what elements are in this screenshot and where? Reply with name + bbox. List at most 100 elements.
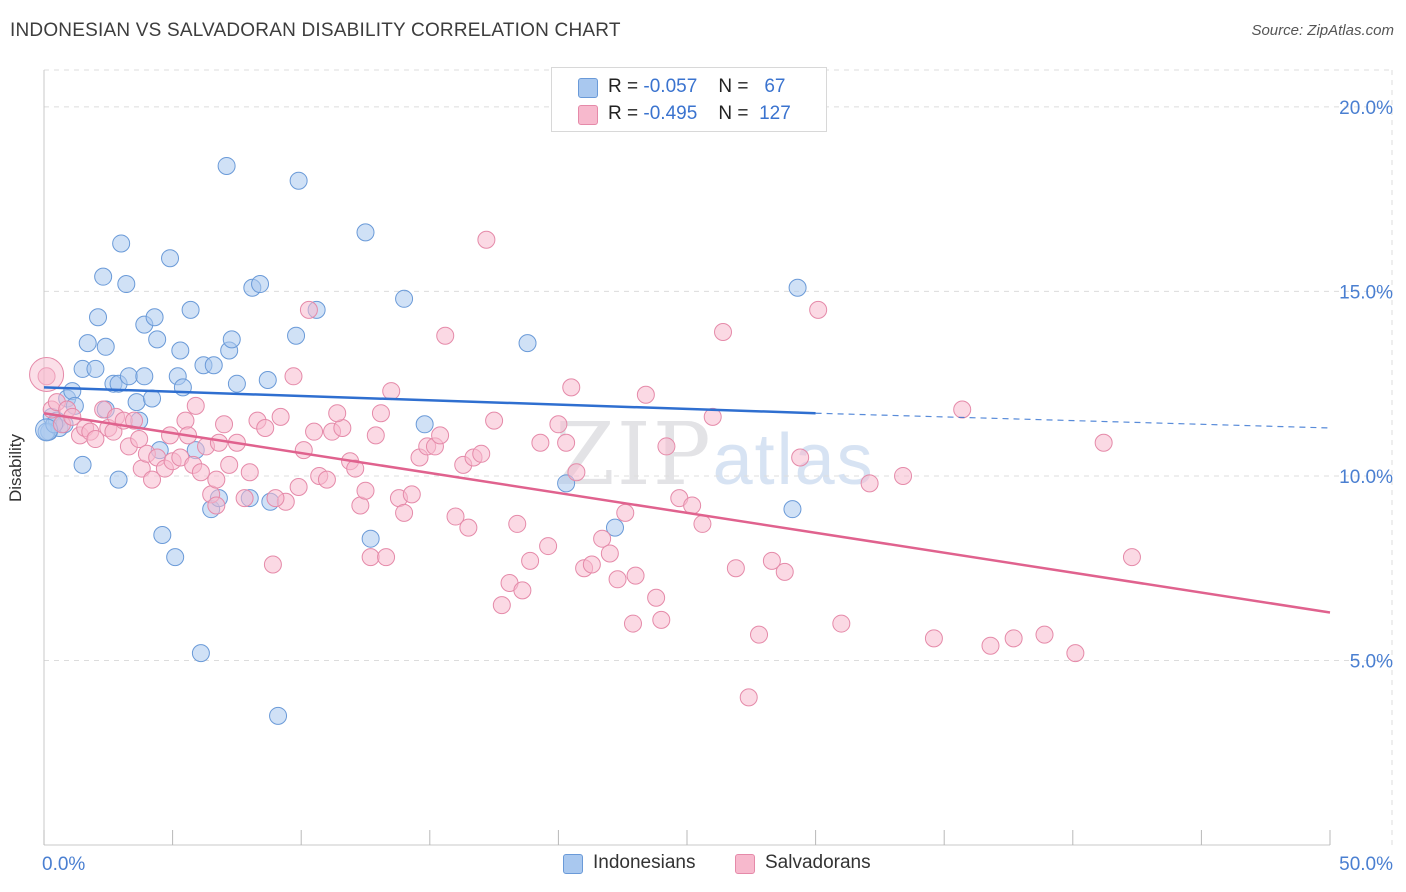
legend-text: R = -0.057 N = 67 bbox=[608, 76, 785, 98]
series-legend: Indonesians Salvadorans bbox=[0, 852, 1406, 878]
watermark: ZIPatlas bbox=[555, 405, 875, 505]
data-point-salvadorans bbox=[402, 485, 421, 504]
data-point-indonesians bbox=[166, 548, 185, 567]
data-point-salvadorans bbox=[1004, 629, 1023, 648]
source-credit: Source: ZipAtlas.com bbox=[1251, 22, 1394, 39]
data-point-indonesians bbox=[78, 334, 97, 353]
data-point-salvadorans bbox=[143, 470, 162, 489]
x-tick-label: 0.0% bbox=[42, 854, 85, 875]
data-point-salvadorans bbox=[739, 688, 758, 707]
data-point-indonesians bbox=[191, 644, 210, 663]
data-point-indonesians bbox=[251, 275, 270, 294]
data-point-salvadorans bbox=[186, 396, 205, 415]
data-point-salvadorans bbox=[361, 548, 380, 567]
data-point-salvadorans bbox=[600, 544, 619, 563]
data-point-salvadorans bbox=[860, 474, 879, 493]
series-salvadorans bbox=[29, 230, 1141, 707]
data-point-salvadorans bbox=[647, 588, 666, 607]
trend-lines bbox=[43, 386, 1331, 614]
data-point-salvadorans bbox=[832, 614, 851, 633]
data-point-indonesians bbox=[94, 267, 113, 286]
data-point-indonesians bbox=[287, 326, 306, 345]
n-value: 67 bbox=[764, 76, 786, 97]
data-point-salvadorans bbox=[636, 385, 655, 404]
data-point-salvadorans bbox=[356, 481, 375, 500]
data-point-indonesians bbox=[395, 289, 414, 308]
data-point-salvadorans bbox=[294, 441, 313, 460]
data-point-indonesians bbox=[109, 470, 128, 489]
data-point-salvadorans bbox=[161, 426, 180, 445]
data-point-salvadorans bbox=[1094, 433, 1113, 452]
data-point-salvadorans bbox=[235, 489, 254, 508]
legend-label-salvadorans: Salvadorans bbox=[765, 852, 871, 873]
tick-labels: 5.0% 10.0% 15.0% 20.0% 0.0% 50.0% bbox=[42, 98, 1393, 875]
r-label: R = bbox=[608, 76, 639, 97]
data-point-salvadorans bbox=[215, 415, 234, 434]
data-point-salvadorans bbox=[791, 448, 810, 467]
data-point-salvadorans bbox=[1122, 548, 1141, 567]
data-point-indonesians bbox=[783, 500, 802, 519]
data-point-salvadorans bbox=[521, 551, 540, 570]
data-point-salvadorans bbox=[29, 356, 65, 392]
data-point-salvadorans bbox=[593, 529, 612, 548]
data-point-salvadorans bbox=[328, 404, 347, 423]
data-point-indonesians bbox=[96, 337, 115, 356]
data-point-salvadorans bbox=[582, 555, 601, 574]
data-point-salvadorans bbox=[652, 610, 671, 629]
data-point-salvadorans bbox=[513, 581, 532, 600]
data-point-salvadorans bbox=[284, 367, 303, 386]
data-point-indonesians bbox=[361, 529, 380, 548]
legend-text: R = -0.495 N = 127 bbox=[608, 103, 791, 125]
data-point-salvadorans bbox=[176, 411, 195, 430]
legend-swatch-salvadorans bbox=[578, 105, 598, 125]
data-point-salvadorans bbox=[207, 496, 226, 515]
data-point-salvadorans bbox=[981, 636, 1000, 655]
data-point-indonesians bbox=[289, 171, 308, 190]
data-point-salvadorans bbox=[809, 300, 828, 319]
data-point-indonesians bbox=[86, 359, 105, 378]
data-point-indonesians bbox=[145, 308, 164, 327]
y-tick-label: 10.0% bbox=[1339, 467, 1393, 488]
n-label: N = bbox=[718, 76, 749, 97]
data-point-indonesians bbox=[171, 341, 190, 360]
data-point-salvadorans bbox=[492, 596, 511, 615]
data-point-salvadorans bbox=[562, 378, 581, 397]
data-point-salvadorans bbox=[477, 230, 496, 249]
trend-line-indonesians-extrapolated bbox=[815, 412, 1331, 429]
data-point-indonesians bbox=[788, 278, 807, 297]
data-point-salvadorans bbox=[762, 551, 781, 570]
data-point-salvadorans bbox=[125, 411, 144, 430]
y-tick-label: 20.0% bbox=[1339, 98, 1393, 119]
r-value: -0.057 bbox=[643, 76, 698, 97]
r-value: -0.495 bbox=[643, 103, 698, 124]
data-point-salvadorans bbox=[371, 404, 390, 423]
data-point-salvadorans bbox=[616, 503, 635, 522]
data-point-salvadorans bbox=[693, 514, 712, 533]
trend-line-indonesians bbox=[43, 386, 816, 415]
legend-swatch-indonesians bbox=[563, 854, 583, 874]
r-label: R = bbox=[608, 103, 639, 124]
data-point-indonesians bbox=[143, 389, 162, 408]
y-tick-label: 15.0% bbox=[1339, 282, 1393, 303]
data-point-indonesians bbox=[204, 356, 223, 375]
data-point-salvadorans bbox=[531, 433, 550, 452]
data-point-salvadorans bbox=[209, 433, 228, 452]
data-point-indonesians bbox=[415, 415, 434, 434]
y-tick-label: 5.0% bbox=[1350, 651, 1393, 672]
axes bbox=[43, 70, 1331, 846]
data-point-salvadorans bbox=[626, 566, 645, 585]
data-point-salvadorans bbox=[485, 411, 504, 430]
data-point-indonesians bbox=[518, 334, 537, 353]
data-point-indonesians bbox=[127, 393, 146, 412]
data-point-indonesians bbox=[222, 330, 241, 349]
data-point-salvadorans bbox=[436, 326, 455, 345]
data-point-indonesians bbox=[227, 374, 246, 393]
data-point-salvadorans bbox=[191, 463, 210, 482]
data-point-indonesians bbox=[217, 156, 236, 175]
data-point-salvadorans bbox=[459, 518, 478, 537]
data-point-salvadorans bbox=[683, 496, 702, 515]
data-point-salvadorans bbox=[953, 400, 972, 419]
legend-swatch-salvadorans bbox=[735, 854, 755, 874]
data-point-salvadorans bbox=[1066, 644, 1085, 663]
